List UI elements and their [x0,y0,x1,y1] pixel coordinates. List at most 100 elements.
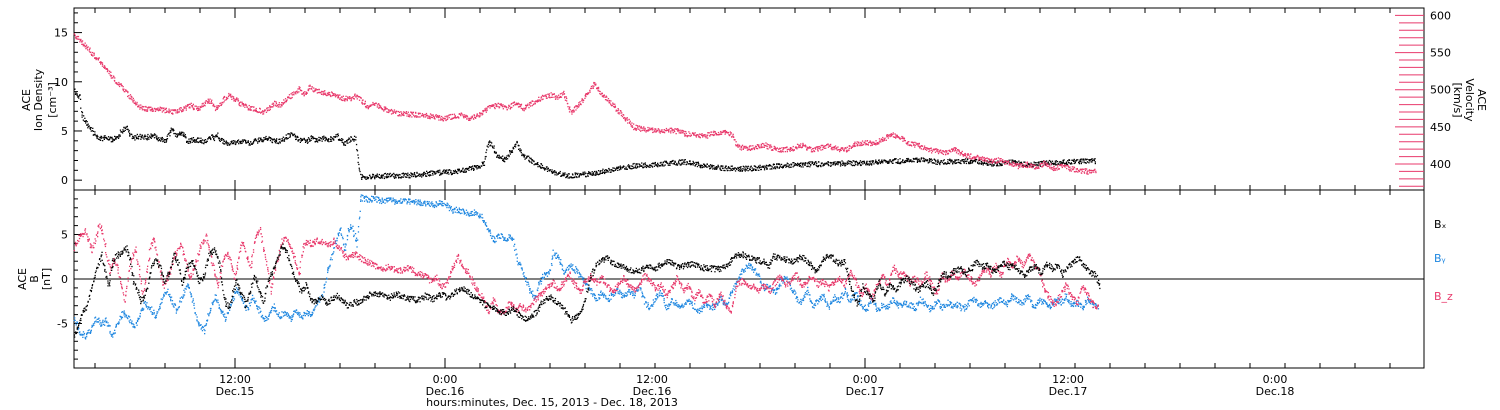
density-series-point [94,131,96,133]
velocity-series-point [364,102,366,104]
density-series-point [195,139,197,141]
density-series-point [581,173,583,176]
density-series-point [651,165,653,167]
velocity-series-point [995,162,997,164]
velocity-series-point [587,92,589,94]
density-series-point [516,142,518,144]
density-series-point [445,172,447,174]
velocity-series-point [995,158,997,160]
density-series-point [566,173,568,176]
velocity-series-point [475,115,478,118]
velocity-series-point [860,144,862,147]
density-series-point [1076,159,1078,161]
density-series-point [239,141,241,144]
density-series-point [829,161,831,164]
velocity-series-point [437,116,440,119]
velocity-series-point [225,96,228,99]
by-series-point [119,319,121,321]
density-series-point [589,171,591,174]
density-series-point [410,174,412,177]
velocity-series-point [313,90,316,92]
density-series-point [669,161,671,163]
velocity-series-point [305,91,308,93]
density-series-point [739,170,741,172]
density-series-point [863,161,866,163]
velocity-series-point [880,139,882,141]
density-series-point [567,177,569,179]
velocity-series-point [346,98,348,101]
velocity-series-point [229,95,232,97]
density-series-point [927,159,929,161]
density-series-point [1091,158,1093,160]
density-series-point [664,164,666,166]
density-series-point [815,164,817,166]
velocity-series-point [979,156,981,158]
velocity-series-point [1041,162,1044,165]
density-series-point [288,133,290,135]
velocity-series-point [228,92,230,95]
velocity-series-point [462,114,464,116]
by-series-point [86,334,88,336]
velocity-series-point [423,116,425,118]
velocity-series-point [327,92,329,95]
density-series-point [406,176,408,178]
density-series-point [153,133,156,135]
density-series-point [514,145,516,147]
density-series-point [165,141,167,143]
density-series-point [844,165,846,167]
density-series-point [1047,162,1049,164]
velocity-series-point [237,100,240,102]
density-series-point [557,173,559,175]
density-series-point [508,155,510,158]
density-series-point [906,159,909,161]
density-series-point [543,168,545,170]
density-series-point [982,164,984,166]
density-series-point [489,145,491,147]
density-series-point [399,176,401,179]
density-series-point [315,138,317,140]
velocity-series-point [315,88,317,90]
velocity-series-point [776,147,778,149]
density-series-point [634,166,636,169]
density-series-point [429,174,431,176]
velocity-series-point [901,137,903,140]
density-series-point [462,168,464,170]
velocity-series-point [765,142,767,144]
velocity-series-point [176,110,178,112]
velocity-series-point [1075,168,1077,170]
velocity-series-point [1000,158,1002,160]
velocity-series-point [705,134,707,136]
velocity-series-point [890,135,893,137]
density-series-point [812,161,814,163]
density-series-point [168,132,170,135]
velocity-series-point [281,102,283,104]
velocity-series-point [610,100,612,102]
by-series-point [94,316,97,318]
density-series-point [703,166,705,168]
density-series-point [595,170,597,173]
velocity-series-point [520,107,522,109]
velocity-series-point [463,117,465,119]
velocity-series-point [233,98,235,100]
velocity-series-point [701,134,703,136]
velocity-series-point [796,143,799,145]
density-series-point [729,167,731,169]
by-series-point [92,323,95,325]
density-series-point [673,163,675,165]
velocity-series-point [1070,170,1072,172]
velocity-series-point [830,143,832,146]
density-series-point [605,171,607,173]
velocity-series-point [211,102,213,104]
velocity-series-point [212,104,214,107]
density-series-point [786,162,788,164]
density-series-point [918,160,921,162]
velocity-series-point [236,98,238,100]
density-series-point [969,160,971,163]
density-series-point [678,163,680,165]
density-series-point [140,136,143,139]
density-series-point [310,139,312,141]
velocity-series-point [675,128,677,130]
velocity-series-point [320,91,322,94]
density-series-point [156,135,158,137]
velocity-series-point [473,114,475,116]
